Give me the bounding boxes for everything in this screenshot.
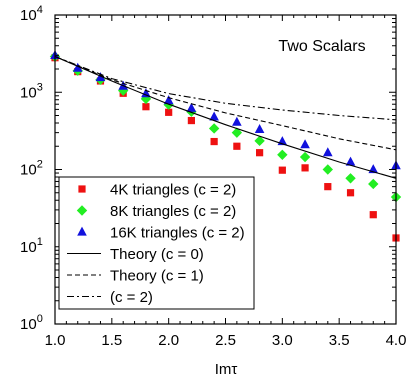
- data-point-series-2: [254, 135, 265, 147]
- data-point-series-3: [232, 116, 242, 126]
- y-tick-label: 102: [20, 159, 43, 179]
- data-point-series-2: [345, 173, 356, 184]
- data-point-series-3: [72, 62, 83, 72]
- data-point-series-1: [187, 116, 195, 125]
- y-tick-label: 104: [20, 4, 43, 24]
- data-point-series-3: [323, 147, 333, 157]
- x-tick-label: 1.0: [45, 332, 66, 349]
- data-point-series-2: [277, 149, 288, 160]
- series-line-5: [54, 55, 397, 151]
- data-point-series-1: [165, 108, 173, 116]
- data-point-series-1: [278, 166, 286, 174]
- data-point-series-3: [186, 102, 197, 112]
- data-point-series-3: [345, 156, 356, 166]
- x-tick-label: 1.5: [101, 332, 122, 349]
- data-point-series-1: [301, 164, 309, 172]
- x-tick-label: 4.0: [386, 332, 407, 349]
- legend-label: 8K triangles (c = 2): [110, 203, 236, 220]
- data-point-series-2: [118, 85, 129, 96]
- legend-swatch-marker: [76, 205, 88, 216]
- legend-label: Theory (c = 0): [110, 246, 204, 263]
- y-tick-label: 100: [20, 313, 43, 333]
- data-point-series-2: [368, 178, 379, 190]
- data-point-series-1: [233, 142, 241, 150]
- x-axis-label: Imτ: [215, 361, 238, 378]
- y-tick-label: 101: [20, 236, 43, 256]
- x-tick-label: 3.5: [329, 332, 350, 349]
- legend-label: 4K triangles (c = 2): [110, 182, 236, 199]
- legend: 4K triangles (c = 2) 8K triangles (c = 2)…: [67, 182, 245, 306]
- data-point-series-1: [142, 103, 150, 111]
- data-point-series-3: [141, 88, 151, 98]
- legend-label: Theory (c = 1): [110, 268, 204, 285]
- y-tick-label: 103: [20, 81, 43, 101]
- data-point-series-1: [256, 149, 264, 157]
- series-line-6: [54, 55, 397, 121]
- data-point-series-1: [369, 211, 377, 219]
- data-point-series-2: [322, 164, 333, 175]
- data-point-series-1: [210, 137, 218, 146]
- data-point-series-2: [299, 151, 311, 163]
- data-point-series-2: [208, 123, 220, 134]
- series-line-4: [54, 55, 397, 179]
- data-point-series-1: [346, 189, 355, 197]
- chart-title: Two Scalars: [278, 38, 365, 55]
- data-point-series-1: [324, 183, 332, 191]
- data-point-series-3: [209, 111, 219, 121]
- legend-swatch-marker: [77, 226, 87, 236]
- legend-label: (c = 2): [110, 289, 153, 306]
- data-point-series-3: [163, 95, 174, 105]
- data-point-series-3: [254, 124, 265, 134]
- data-point-series-2: [231, 127, 243, 138]
- x-tick-label: 3.0: [272, 332, 293, 349]
- chart-axes: 1.0 1.5 2.0 2.5 3.0 3.5 4.0 100 101 102 103 104: [20, 4, 406, 349]
- x-tick-label: 2.0: [158, 332, 179, 349]
- legend-box: [58, 176, 255, 310]
- data-point-series-3: [300, 139, 310, 149]
- legend-label: 16K triangles (c = 2): [110, 225, 245, 242]
- legend-swatch-marker: [78, 185, 86, 193]
- x-tick-label: 2.5: [215, 332, 236, 349]
